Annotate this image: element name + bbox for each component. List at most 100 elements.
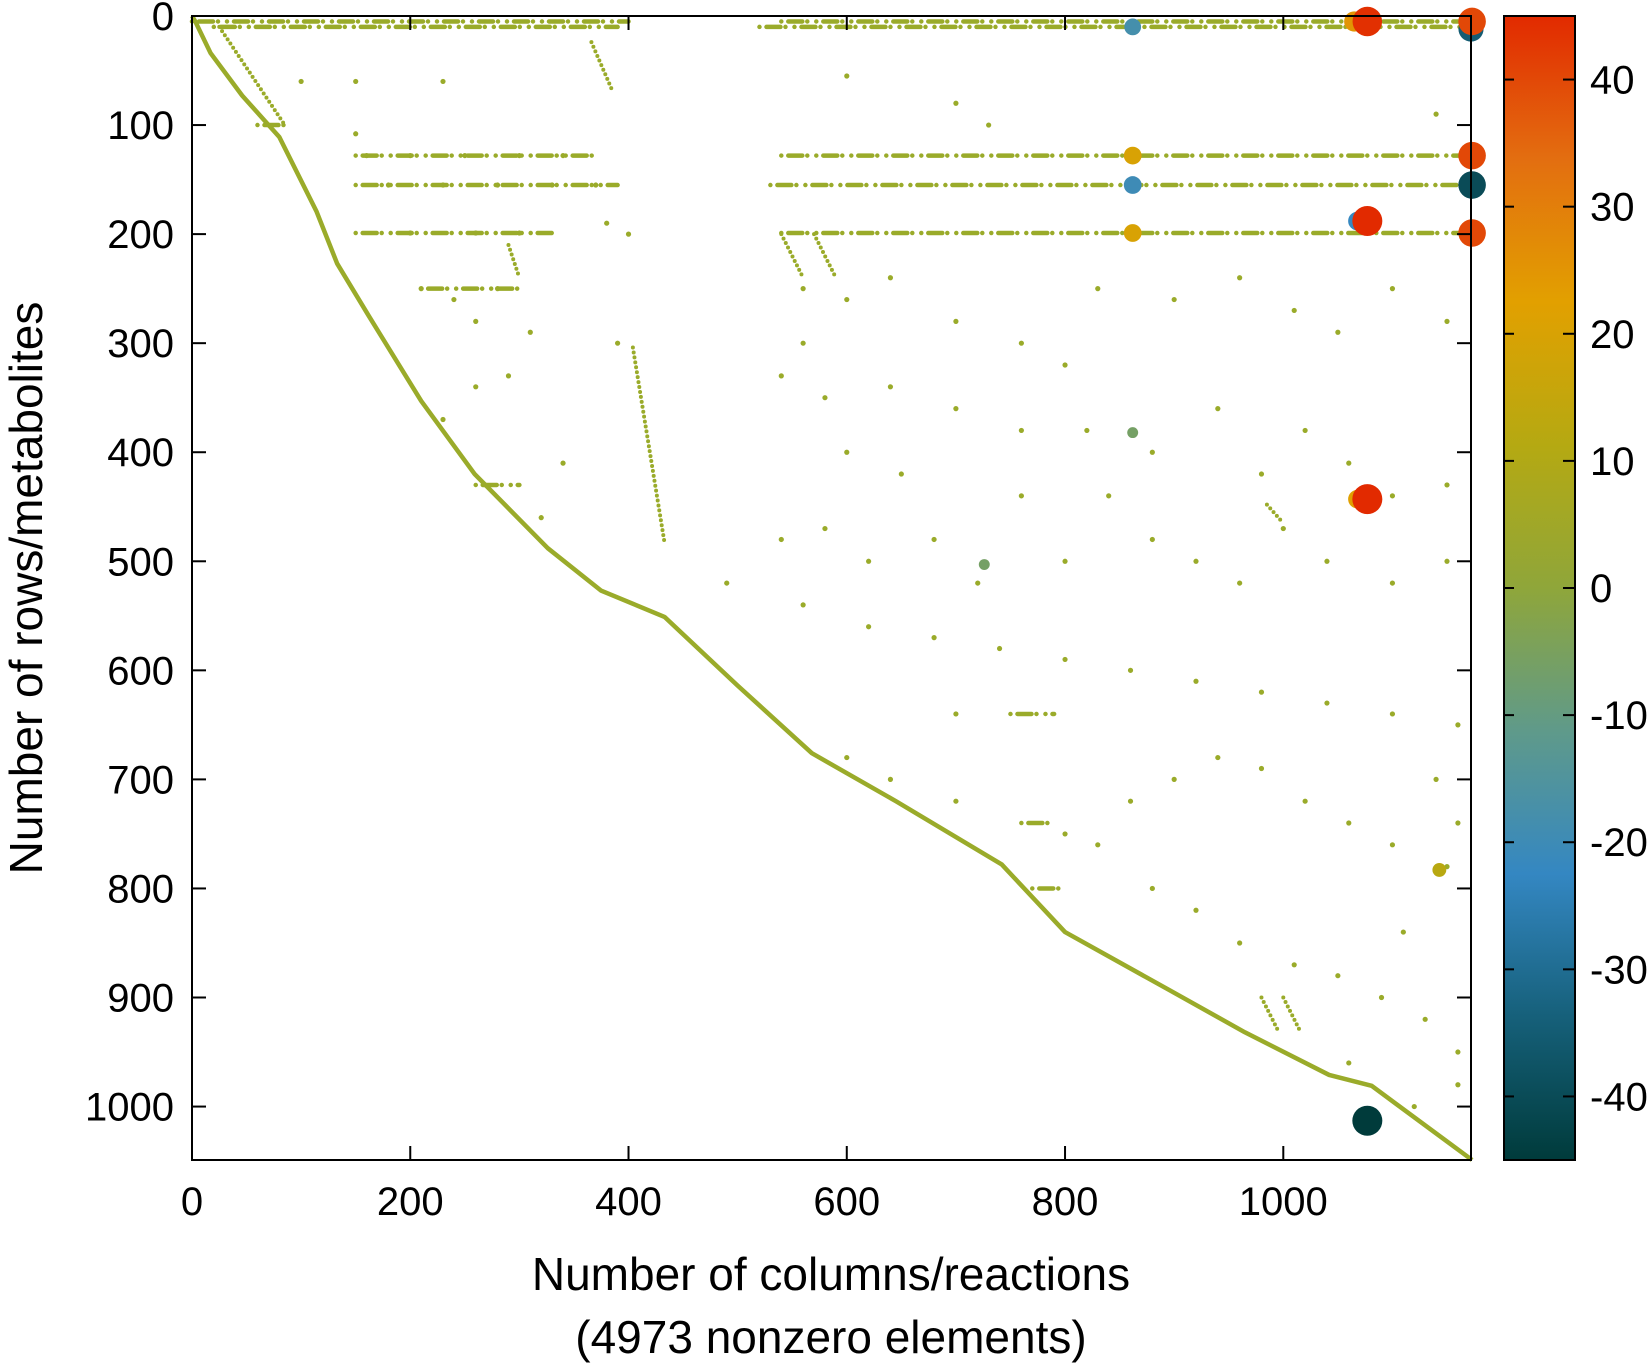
nonzero-point — [604, 220, 610, 226]
nonzero-point — [953, 798, 959, 804]
colorbar-tick-label: 30 — [1590, 186, 1635, 230]
colorbar-tick-label: -30 — [1590, 948, 1648, 992]
nonzero-point — [494, 286, 501, 292]
nonzero-point — [898, 471, 904, 477]
x-axis-note: (4973 nonzero elements) — [575, 1311, 1086, 1363]
nonzero-point — [1433, 776, 1439, 782]
nonzero-point — [1237, 580, 1243, 586]
nonzero-point — [549, 182, 555, 188]
large-value-point — [1432, 862, 1447, 877]
nonzero-point — [800, 286, 806, 292]
main-diagonal-trace — [190, 14, 1474, 1162]
nonzero-point — [1193, 678, 1199, 684]
plot-frame — [191, 15, 1472, 1161]
y-tick-label: 600 — [107, 649, 174, 693]
nonzero-point — [1149, 885, 1155, 892]
nonzero-point — [844, 296, 850, 303]
nonzero-point — [1444, 482, 1450, 488]
y-axis-label: Number of rows/metabolites — [0, 302, 52, 875]
nonzero-point — [953, 100, 959, 106]
nonzero-point — [353, 78, 359, 85]
diagonal-segment — [630, 345, 667, 545]
nonzero-point — [1215, 754, 1221, 761]
nonzero-point — [440, 78, 446, 85]
nonzero-point — [1346, 820, 1352, 826]
y-tick-label: 100 — [107, 104, 174, 148]
y-tick-label: 0 — [152, 0, 174, 39]
y-tick-label: 700 — [107, 758, 174, 802]
nonzero-point — [1280, 525, 1286, 532]
x-tick-label: 200 — [377, 1180, 444, 1224]
nonzero-point — [953, 318, 959, 324]
large-value-point — [1458, 141, 1486, 170]
nonzero-point — [494, 182, 501, 188]
nonzero-point — [1455, 1049, 1461, 1055]
nonzero-point — [1291, 307, 1297, 314]
nonzero-point — [1389, 493, 1396, 499]
nonzero-point — [1258, 471, 1265, 477]
nonzero-point — [1291, 962, 1297, 968]
nonzero-point — [298, 78, 304, 85]
nonzero-point — [975, 580, 981, 586]
large-value-point — [1352, 484, 1383, 515]
y-tick-label: 1000 — [85, 1086, 174, 1130]
nonzero-point — [844, 449, 850, 455]
nonzero-point — [1062, 656, 1068, 663]
nonzero-point — [800, 602, 806, 608]
nonzero-point — [1062, 831, 1068, 837]
nonzero-point — [953, 711, 959, 717]
nonzero-point — [1433, 111, 1439, 117]
nonzero-point — [822, 395, 828, 401]
large-value-point — [1352, 1105, 1383, 1136]
y-tick-label: 300 — [107, 322, 174, 366]
nonzero-point — [440, 416, 446, 423]
large-value-point — [1123, 176, 1142, 194]
large-value-point — [1458, 219, 1486, 247]
nonzero-point — [778, 373, 784, 379]
nonzero-point — [1149, 449, 1155, 455]
nonzero-point — [887, 776, 894, 782]
nonzero-point — [986, 122, 992, 128]
colorbar-tick-label: 0 — [1590, 567, 1612, 611]
nonzero-point — [866, 558, 872, 564]
nonzero-point — [593, 182, 599, 188]
diagonal-segment — [812, 232, 838, 280]
nonzero-point — [887, 275, 894, 281]
nonzero-point — [1171, 296, 1177, 303]
nonzero-point — [1335, 973, 1341, 979]
y-tick-label: 800 — [107, 867, 174, 911]
nonzero-point — [1258, 765, 1265, 772]
nonzero-point — [1444, 318, 1450, 324]
nonzero-point — [1215, 406, 1221, 412]
colorbar-tick-label: -40 — [1590, 1075, 1648, 1119]
y-tick-label: 200 — [107, 213, 174, 257]
nonzero-point — [724, 580, 730, 586]
colorbar-tick-label: 20 — [1590, 313, 1635, 357]
nonzero-point — [996, 645, 1003, 652]
nonzero-point — [1389, 580, 1396, 586]
large-value-point — [1127, 427, 1139, 439]
nonzero-point — [1389, 842, 1396, 848]
diagonal-segment — [506, 243, 522, 280]
y-tick-label: 900 — [107, 977, 174, 1021]
large-value-point — [1124, 18, 1142, 36]
nonzero-point — [1237, 940, 1243, 946]
large-value-point — [1123, 224, 1142, 242]
nonzero-point — [1324, 700, 1330, 706]
nonzero-point — [1095, 842, 1101, 848]
large-value-point — [1352, 6, 1383, 37]
nonzero-point — [1389, 711, 1396, 717]
nonzero-point — [1302, 427, 1308, 434]
nonzero-point — [866, 624, 872, 630]
nonzero-point — [407, 230, 413, 236]
nonzero-point — [473, 318, 479, 324]
nonzero-point — [1127, 798, 1134, 804]
nonzero-point — [473, 384, 479, 390]
nonzero-point — [778, 536, 784, 543]
nonzero-point — [364, 152, 370, 159]
nonzero-point — [1171, 776, 1177, 782]
nonzero-point — [516, 230, 522, 236]
large-value-point — [1458, 7, 1486, 36]
x-axis-label: Number of columns/reactions — [532, 1248, 1130, 1300]
large-value-point — [1123, 146, 1142, 165]
